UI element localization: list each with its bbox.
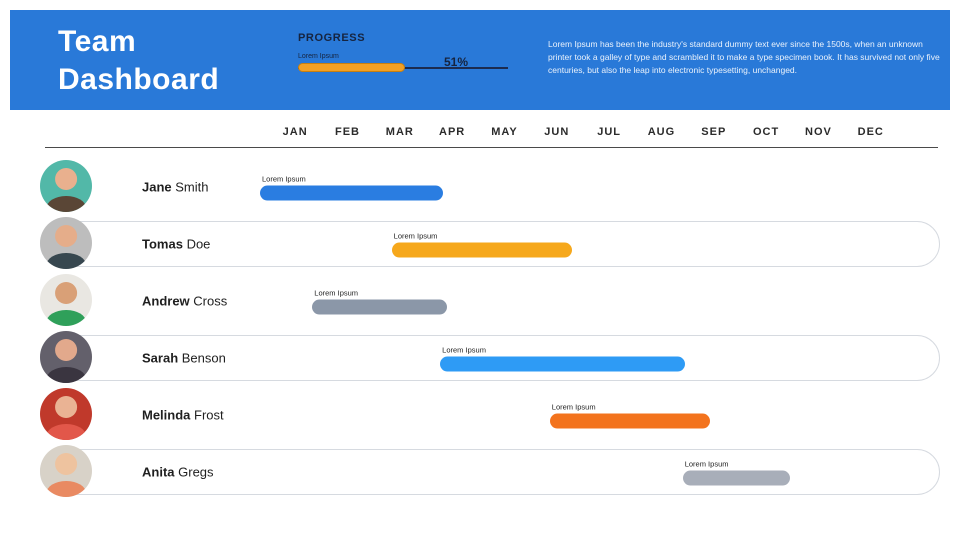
header-banner: Team Dashboard PROGRESS Lorem Ipsum 51% … [10,10,950,110]
gantt-bar-group: Lorem Ipsum [440,345,686,372]
avatar [40,388,92,440]
member-last-name: Smith [175,179,209,194]
gantt-bar[interactable] [391,242,573,258]
gantt-bar[interactable] [549,413,710,429]
member-first-name: Jane [142,179,172,194]
avatar [40,160,92,212]
progress-value: 51% [443,55,469,69]
month-axis: JAN FEB MAR APR MAY JUN JUL AUG SEP OCT … [269,126,897,142]
team-row: Andrew Cross Lorem Ipsum [40,272,940,329]
month-label: MAR [385,126,414,138]
team-row: Sarah Benson Lorem Ipsum [40,329,940,386]
member-name: Anita Gregs [142,464,214,479]
gantt-bar[interactable] [260,185,443,201]
page-title-line1: Team [58,25,137,58]
avatar [40,217,92,269]
member-name: Sarah Benson [142,350,226,365]
progress-heading: PROGRESS [298,32,366,44]
member-name: Tomas Doe [142,236,210,251]
page-title: Team Dashboard [58,23,219,98]
gantt-bar-group: Lorem Ipsum [260,174,443,201]
gantt-bar-label: Lorem Ipsum [393,231,438,241]
month-label: JUN [544,126,570,138]
row-timeline: Lorem Ipsum [260,158,890,215]
header-description: Lorem Ipsum has been the industry's stan… [548,39,940,76]
gantt-bar-group: Lorem Ipsum [312,288,448,315]
row-timeline: Lorem Ipsum [260,215,890,272]
gantt-bar[interactable] [440,356,686,372]
row-timeline: Lorem Ipsum [260,443,890,500]
team-row: Jane Smith Lorem Ipsum [40,158,940,215]
gantt-bar-group: Lorem Ipsum [682,459,790,486]
month-label: DEC [857,126,884,138]
month-label: APR [439,126,466,138]
gantt-bar-label: Lorem Ipsum [551,402,596,412]
row-timeline: Lorem Ipsum [260,272,890,329]
member-name: Melinda Frost [142,407,224,422]
member-first-name: Anita [142,464,175,479]
member-last-name: Benson [181,350,226,365]
progress-section: PROGRESS Lorem Ipsum 51% [298,32,508,74]
member-first-name: Tomas [142,236,183,251]
member-name: Andrew Cross [142,293,227,308]
progress-bar: 51% [298,55,508,74]
progress-fill [298,63,406,72]
gantt-rows: Jane Smith Lorem Ipsum Tomas Doe Lorem I… [0,158,960,500]
month-label: FEB [334,126,360,138]
gantt-bar-group: Lorem Ipsum [391,231,573,258]
member-name: Jane Smith [142,179,209,194]
month-label: MAY [491,126,518,138]
member-first-name: Melinda [142,407,191,422]
member-first-name: Sarah [142,350,179,365]
member-last-name: Doe [186,236,211,251]
gantt-bar-label: Lorem Ipsum [684,459,729,469]
gantt-bar-label: Lorem Ipsum [442,345,486,355]
gantt-bar-label: Lorem Ipsum [262,174,306,184]
month-label: OCT [753,126,780,138]
member-last-name: Cross [193,293,228,308]
gantt-bar[interactable] [312,299,448,315]
team-row: Tomas Doe Lorem Ipsum [40,215,940,272]
member-first-name: Andrew [142,293,190,308]
row-timeline: Lorem Ipsum [260,386,890,443]
month-label: AUG [647,126,676,138]
progress-sublabel: Lorem Ipsum [298,53,339,60]
gantt-bar-label: Lorem Ipsum [314,288,359,298]
month-label: JAN [282,126,308,138]
months-divider [45,147,938,148]
row-timeline: Lorem Ipsum [260,329,890,386]
gantt-bar[interactable] [682,470,790,486]
month-label: NOV [805,126,832,138]
month-label: JUL [597,126,622,138]
row-card [40,449,940,495]
month-label: SEP [701,126,727,138]
avatar [40,445,92,497]
avatar [40,274,92,326]
team-row: Melinda Frost Lorem Ipsum [40,386,940,443]
member-last-name: Gregs [178,464,214,479]
team-row: Anita Gregs Lorem Ipsum [40,443,940,500]
gantt-bar-group: Lorem Ipsum [549,402,710,429]
page-title-line2: Dashboard [58,62,220,96]
avatar [40,331,92,383]
member-last-name: Frost [194,407,224,422]
